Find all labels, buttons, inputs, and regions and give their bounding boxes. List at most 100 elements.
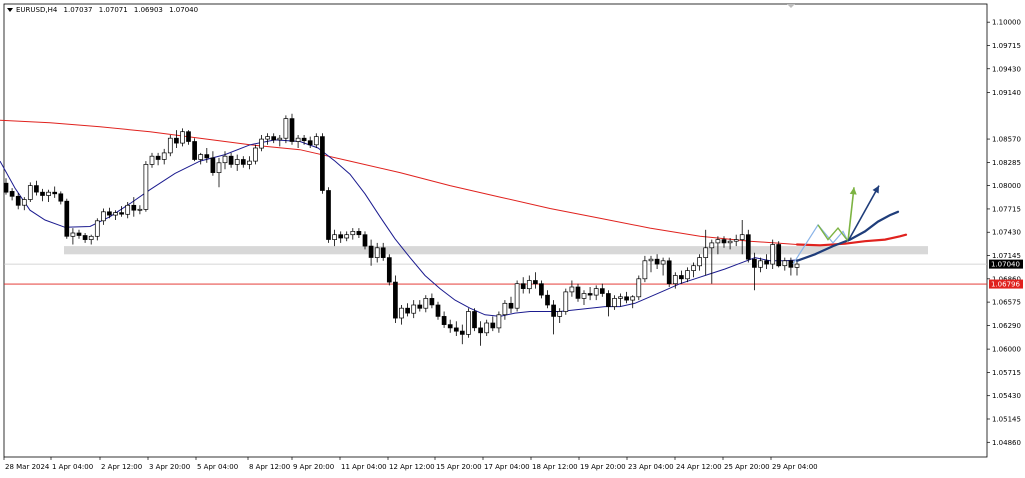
candle (593, 285, 599, 301)
candle-body (764, 260, 769, 265)
candle-body (46, 191, 51, 196)
candle-body (137, 208, 143, 211)
candle-body (368, 245, 374, 258)
candle-body (9, 191, 15, 197)
candle (514, 280, 520, 312)
time-tick-label: 18 Apr 12:00 (532, 463, 578, 471)
candle-body (770, 244, 776, 265)
candle-body (417, 304, 423, 309)
candle (94, 218, 100, 241)
candle-body (113, 212, 118, 216)
candle-body (782, 260, 788, 267)
price-tick-label: 1.06000 (992, 346, 1021, 354)
time-tick-label: 1 Apr 04:00 (52, 463, 93, 471)
candle-body (472, 311, 477, 329)
collapse-triangle-icon[interactable] (7, 8, 13, 12)
candle (733, 234, 739, 247)
candle-body (301, 137, 307, 142)
candle-body (618, 296, 623, 299)
candle-body (192, 141, 197, 160)
current-price-tag-label: 1.07040 (991, 261, 1020, 269)
candle-body (478, 327, 483, 334)
candle (58, 191, 64, 205)
candle-body (551, 304, 556, 317)
candle (64, 198, 70, 239)
candle (630, 295, 636, 309)
arrow-blue-head-icon (872, 185, 879, 194)
candle (441, 311, 447, 328)
candle-body (557, 311, 563, 317)
time-tick-label: 5 Apr 04:00 (197, 463, 238, 471)
time-tick-label: 19 Apr 20:00 (580, 463, 626, 471)
candle (192, 138, 197, 162)
candle-body (545, 294, 550, 306)
candle (417, 300, 423, 312)
candle-body (180, 131, 185, 144)
forecast-blue-curve (795, 210, 900, 262)
price-tick-label: 1.07715 (992, 205, 1021, 213)
price-tick-label: 1.07145 (992, 252, 1021, 260)
candle (107, 207, 112, 219)
candle-body (70, 232, 76, 237)
candle-body (405, 307, 410, 314)
candle (9, 188, 15, 201)
candle (472, 308, 477, 332)
candle-body (612, 298, 617, 307)
candle (685, 267, 690, 283)
candle-body (362, 234, 368, 247)
candle-body (776, 244, 782, 267)
candle (727, 238, 733, 250)
candle-body (624, 296, 629, 301)
time-tick-label: 17 Apr 04:00 (484, 463, 530, 471)
current-price-tag (989, 259, 1023, 269)
candle-body (685, 270, 690, 280)
candle (703, 229, 709, 276)
candle-body (429, 298, 435, 306)
candle-body (496, 314, 502, 329)
candle-body (703, 247, 709, 258)
candle (368, 239, 374, 266)
candle-body (52, 191, 58, 195)
candle (3, 178, 9, 195)
candle (478, 321, 483, 346)
candle (289, 113, 295, 145)
price-tick-label: 1.04860 (992, 439, 1021, 447)
close-value: 1.07040 (169, 6, 198, 14)
candle-body (520, 283, 526, 289)
candle (435, 301, 441, 320)
candle (411, 300, 417, 319)
candle (307, 136, 313, 148)
candle (770, 239, 776, 269)
candle (459, 324, 465, 345)
candle-body (58, 193, 64, 202)
candle (186, 130, 191, 145)
high-value: 1.07071 (99, 6, 128, 14)
candle (131, 197, 137, 217)
chart-shift-marker-icon[interactable] (787, 4, 795, 8)
price-tick-label: 1.06290 (992, 322, 1021, 330)
candle (691, 262, 696, 278)
candle (356, 228, 362, 238)
candle-body (204, 154, 210, 159)
candle-body (581, 293, 587, 299)
candle (332, 229, 337, 247)
candle-body (660, 260, 666, 265)
level-price-tag-label: 1.06796 (991, 281, 1020, 289)
candle (679, 270, 684, 284)
candle-body (672, 275, 678, 285)
candle (143, 161, 149, 212)
candle (788, 257, 794, 276)
candle (502, 300, 508, 320)
candle-body (338, 234, 344, 239)
candle-body (21, 199, 27, 206)
candle-body (307, 140, 313, 146)
candle-body (186, 131, 191, 142)
candle (648, 255, 654, 273)
price-axis-layer: 1.10000 1.09715 1.09430 1.09140 1.08570 1.082… (987, 19, 1023, 447)
candle-body (533, 280, 538, 285)
time-tick-label: 28 Mar 2024 (5, 463, 50, 471)
candle (283, 115, 289, 144)
candle-body (313, 136, 319, 146)
candle-body (27, 185, 33, 200)
